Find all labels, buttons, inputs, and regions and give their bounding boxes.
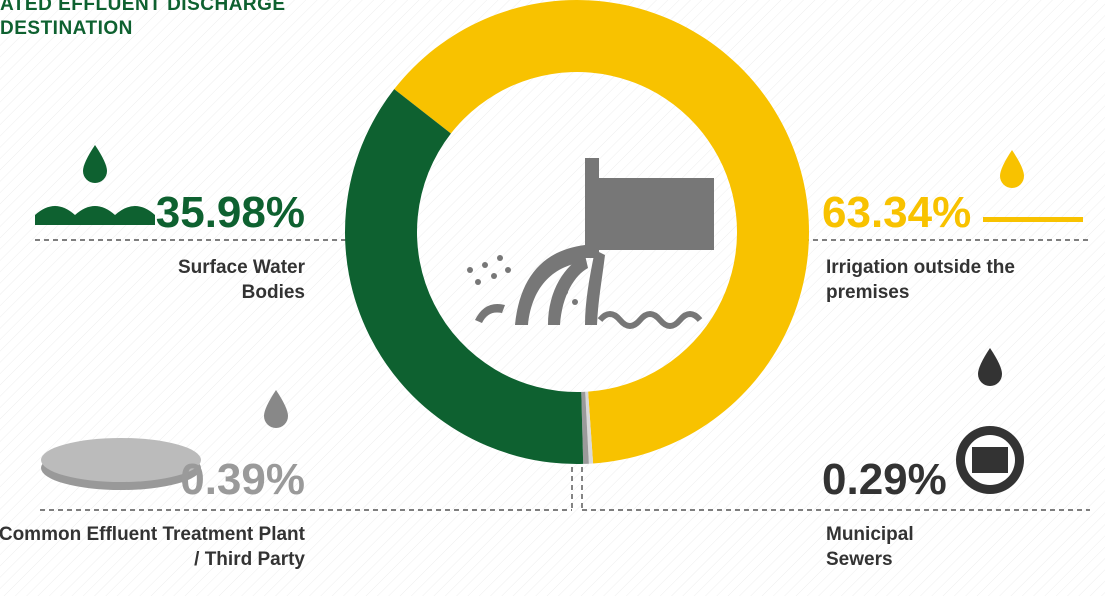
icons xyxy=(35,145,1083,494)
category-label: Surface Water Bodies xyxy=(177,257,305,303)
value-label: 0.29% xyxy=(822,455,947,504)
donut-slice xyxy=(345,89,584,465)
category-label: Irrigation outside the premises xyxy=(826,257,1015,303)
donut xyxy=(345,0,809,465)
chart-title: DESTINATION xyxy=(0,18,133,39)
value-label: 0.39% xyxy=(180,455,305,504)
category-label: Common Effluent Treatment Plant / Third … xyxy=(0,524,305,570)
chart-title: ATED EFFLUENT DISCHARGE xyxy=(0,0,286,15)
donut-slice xyxy=(581,391,589,464)
donut-slice xyxy=(394,0,809,464)
center-icon xyxy=(467,158,714,329)
category-label: Municipal Sewers xyxy=(826,524,914,570)
value-label: 63.34% xyxy=(822,188,972,237)
donut-slice xyxy=(585,391,594,464)
value-label: 35.98% xyxy=(155,188,305,237)
